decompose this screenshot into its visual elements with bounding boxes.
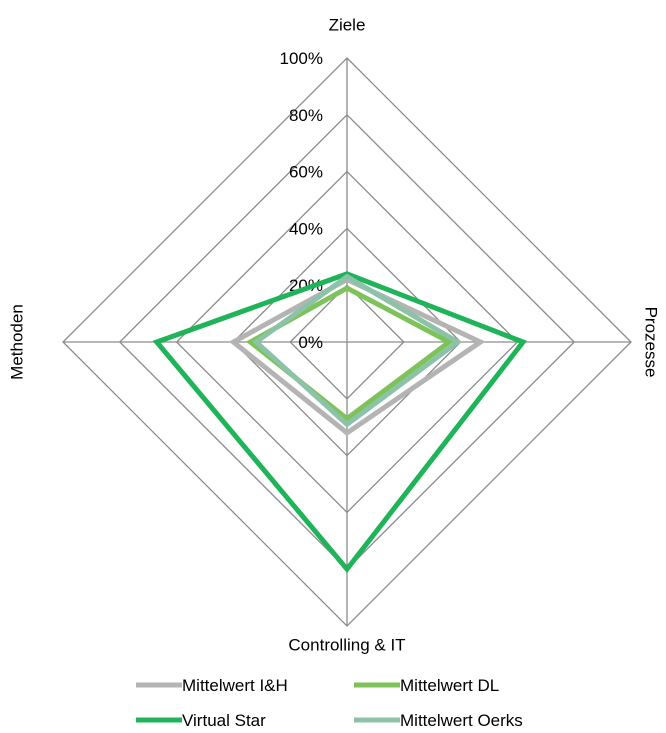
legend-label-1: Mittelwert DL: [400, 676, 499, 695]
series-virtual-star: [152, 271, 528, 574]
radar-grid: [62, 57, 632, 627]
tick-label-0: 0%: [298, 333, 323, 352]
axis-label-controlling-it: Controlling & IT: [288, 635, 405, 654]
tick-label-60: 60%: [289, 163, 323, 182]
series-mittelwert-dl: [245, 285, 454, 422]
axis-label-ziele: Ziele: [329, 15, 366, 34]
legend-label-2: Virtual Star: [182, 711, 266, 730]
axis-labels: Ziele Prozesse Controlling & IT Methoden: [7, 15, 660, 654]
tick-label-100: 100%: [280, 49, 323, 68]
legend: Mittelwert I&H Mittelwert DL Virtual Star M…: [136, 676, 523, 730]
series-mittelwert-i-h: [228, 276, 486, 436]
legend-label-3: Mittelwert Oerks: [400, 711, 523, 730]
legend-label-0: Mittelwert I&H: [182, 676, 288, 695]
radar-series: [152, 271, 528, 574]
radial-tick-labels: 0%20%40%60%80%100%: [280, 49, 323, 352]
axis-label-methoden: Methoden: [7, 304, 26, 380]
axis-label-prozesse: Prozesse: [642, 307, 661, 378]
series-mittelwert-oerks: [252, 273, 463, 428]
tick-label-40: 40%: [289, 219, 323, 238]
tick-label-80: 80%: [289, 106, 323, 125]
